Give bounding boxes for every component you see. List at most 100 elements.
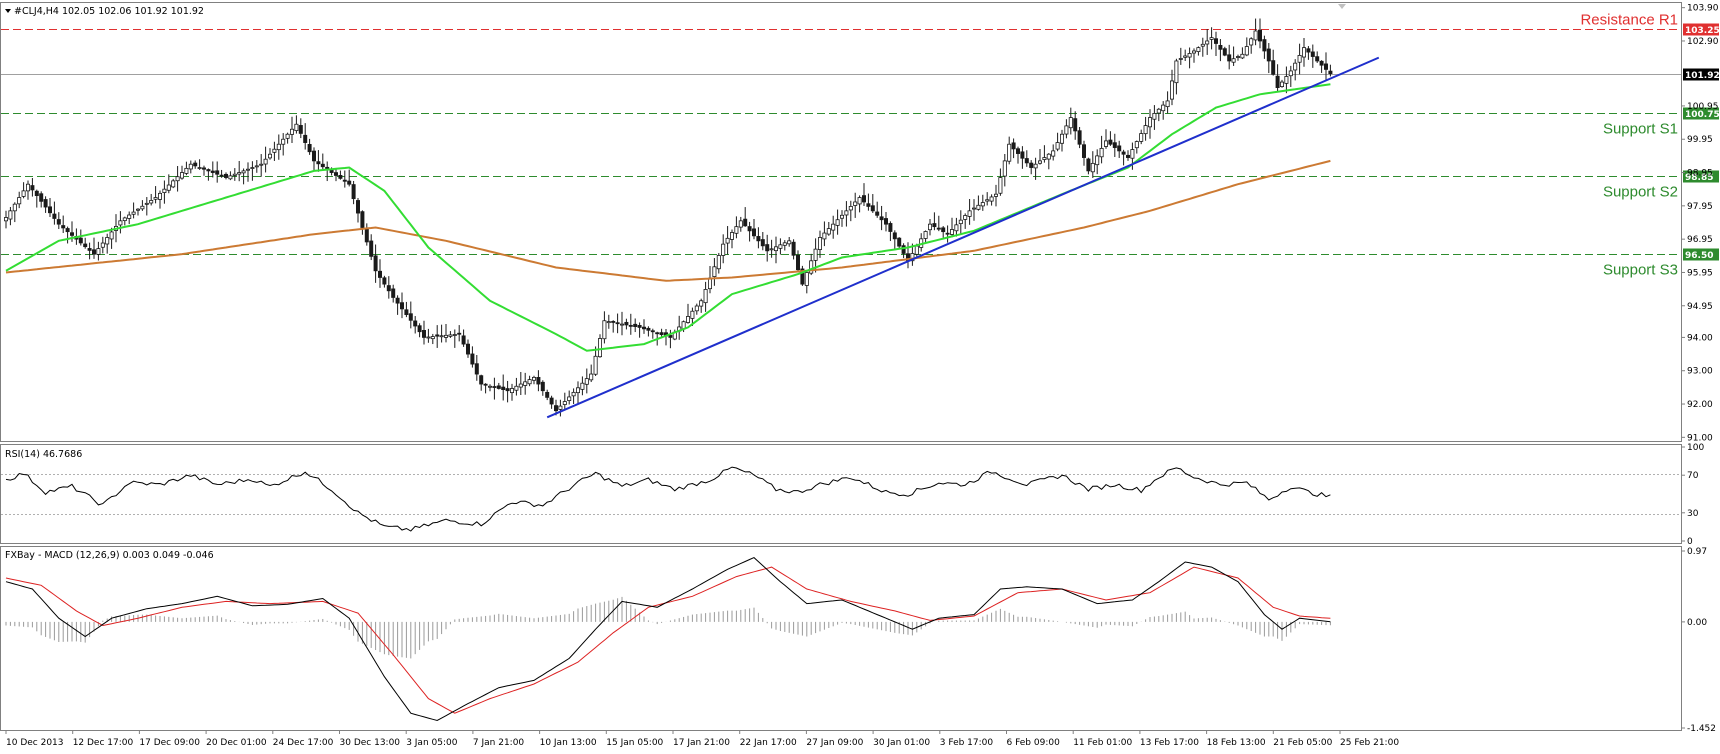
ma200-line (5, 159, 1331, 282)
candle (941, 226, 946, 238)
candle (118, 211, 123, 234)
candle-body-bear (399, 302, 404, 310)
candle (1029, 160, 1034, 175)
candle (844, 201, 849, 227)
candle (897, 237, 902, 250)
candle-body-bear (61, 225, 66, 229)
support-resistance-levels: Resistance R1 Support S1 Support S2 Support… (1, 12, 1681, 279)
price-panel-title: #CLJ4,H4 102.05 102.06 101.92 101.92 (14, 6, 204, 17)
candle-body-bear (56, 219, 61, 225)
macd-panel-title: FXBay - MACD (12,26,9) 0.003 0.049 -0.04… (5, 550, 214, 561)
candle (360, 210, 365, 235)
candle (144, 197, 149, 216)
candle-body-bear (408, 313, 413, 321)
candle-body-bull (241, 170, 246, 174)
candle (642, 319, 647, 334)
candle-body-bear (1222, 48, 1227, 56)
candle (857, 195, 862, 213)
candle (457, 325, 462, 342)
candle (1328, 64, 1333, 77)
candle (928, 219, 933, 236)
candle (870, 194, 875, 213)
candle (391, 284, 396, 303)
candle-body-bull (1183, 55, 1188, 58)
candle (593, 346, 598, 377)
x-tick-label-9: 15 Jan 05:00 (606, 738, 663, 748)
candle (888, 221, 893, 242)
candle-body-bull (12, 203, 17, 212)
candle (637, 322, 642, 338)
candle-body-bull (923, 231, 928, 239)
candle (281, 133, 286, 156)
candle-body-bull (690, 310, 695, 319)
candle-body-bear (201, 167, 206, 170)
candle-body-bear (320, 163, 325, 168)
candle (615, 313, 620, 334)
candle (853, 192, 858, 218)
candle (52, 201, 57, 225)
candle-body-bear (30, 185, 35, 191)
candle (862, 183, 867, 207)
candle-body-bull (254, 165, 259, 168)
candle (1231, 46, 1236, 66)
candle (430, 333, 435, 345)
candle-body-bear (796, 254, 801, 271)
candle-body-bull (443, 334, 448, 338)
candle (298, 118, 303, 139)
candle (426, 328, 431, 343)
candle (228, 171, 233, 181)
candle (1139, 129, 1144, 145)
candle (540, 380, 545, 396)
candle-body-bull (734, 226, 739, 234)
candle-body-bear (668, 335, 673, 338)
candle-body-bull (8, 210, 13, 220)
candle (1024, 150, 1029, 167)
candle (620, 311, 625, 336)
collapse-triangle-icon[interactable] (5, 9, 11, 13)
candle (532, 375, 537, 385)
candle (373, 244, 378, 283)
candle-body-bear (1126, 154, 1131, 158)
candle-body-bear (650, 330, 655, 333)
candle (197, 159, 202, 170)
candle-body-bear (870, 205, 875, 212)
candle (210, 161, 215, 178)
candle-body-bull (822, 232, 827, 240)
shift-marker-icon[interactable] (1338, 4, 1346, 9)
x-tick-label-15: 6 Feb 09:00 (1007, 738, 1061, 748)
candle-body-bear (1112, 142, 1117, 148)
candle (598, 334, 603, 358)
candle (998, 168, 1003, 196)
candle-body-bear (1086, 158, 1091, 172)
candle-body-bear (382, 277, 387, 285)
candle-body-bear (1011, 142, 1016, 150)
candle (1060, 129, 1065, 152)
candle (1095, 149, 1100, 175)
candle-body-bear (210, 170, 215, 173)
candle-body-bull (140, 205, 145, 210)
price-y-tick-5: 98.95 (1687, 169, 1713, 179)
candle (694, 303, 699, 315)
candle (1249, 37, 1254, 54)
candle-body-bear (615, 322, 620, 325)
candle-body-bull (523, 381, 528, 386)
candle-body-bull (1297, 55, 1302, 63)
candle (972, 199, 977, 221)
candle-body-bull (1200, 43, 1205, 47)
candle-body-bull (1196, 47, 1201, 52)
candle-body-bear (800, 268, 805, 285)
candle (580, 376, 585, 396)
level-price-badge-0 (1683, 23, 1719, 36)
candle-body-bull (135, 208, 140, 211)
candle (175, 166, 180, 192)
candle (193, 160, 198, 169)
candle (61, 215, 66, 234)
candle-body-bull (527, 379, 532, 385)
candle-body-bull (989, 196, 994, 202)
candle (30, 178, 35, 197)
candle-body-bull (237, 172, 242, 175)
candle (721, 234, 726, 264)
candle (1266, 43, 1271, 74)
candle (686, 303, 691, 324)
